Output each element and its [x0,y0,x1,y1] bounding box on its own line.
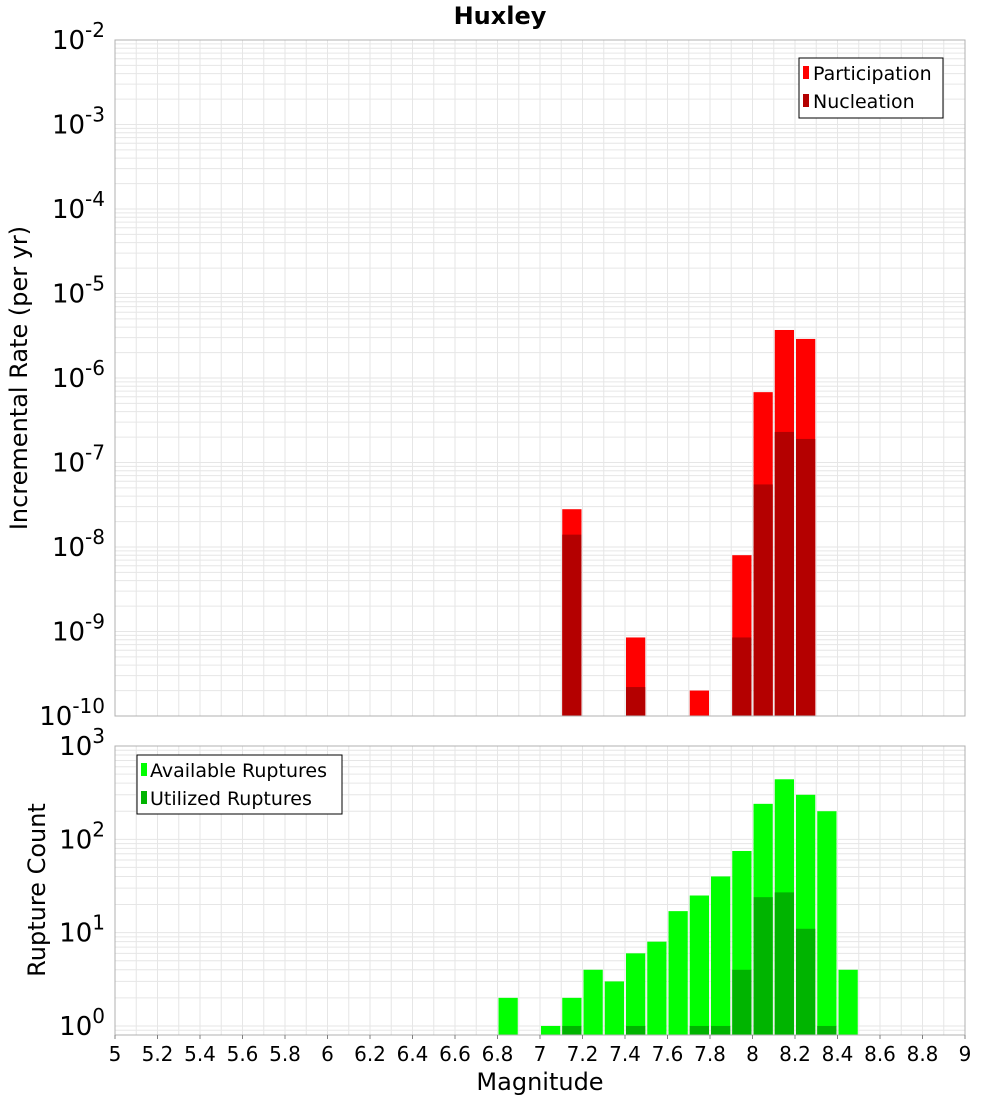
bottom-y-axis-title: Rupture Count [23,803,51,977]
x-tick-label: 5.4 [184,1042,216,1066]
y-tick-label: 10-10 [39,694,105,732]
y-tick-label: 10-6 [52,356,105,394]
top-y-ticks: 10-2 10-3 10-4 10-5 10-6 10-7 10-8 10-9 10-10 [39,18,105,732]
top-legend-box [798,57,944,119]
utilized-ruptures-bar [562,1025,582,1035]
x-tick-label: 5.8 [269,1042,301,1066]
x-tick-label: 8.2 [779,1042,811,1066]
utilized-ruptures-bar [711,1025,731,1035]
x-tick-label: 7.4 [609,1042,641,1066]
available-ruptures-bar [604,981,624,1035]
bottom-bars [498,779,858,1035]
top-legend: Participation Nucleation [798,57,944,119]
y-tick-label: 10-5 [52,272,105,310]
utilized-ruptures-bar [626,1025,646,1035]
x-tick-label: 7 [534,1042,547,1066]
available-ruptures-bar [668,911,688,1035]
legend-label-utilized: Utilized Ruptures [150,788,312,810]
y-tick-label: 10-2 [52,18,105,56]
bottom-legend: Available Ruptures Utilized Ruptures [136,754,343,815]
nucleation-bar [732,637,752,716]
bottom-plot: 103 102 101 100 Rupture Count Available Rup… [23,724,966,1042]
available-ruptures-bar [711,876,731,1035]
x-tick-label: 7.8 [694,1042,726,1066]
y-tick-label: 100 [59,1004,105,1042]
bottom-y-ticks: 103 102 101 100 [59,724,105,1042]
legend-swatch-available [141,763,147,776]
y-tick-label: 10-7 [52,441,105,479]
available-ruptures-bar [647,941,667,1035]
y-tick-label: 10-4 [52,187,105,225]
x-tick-label: 6.8 [482,1042,514,1066]
legend-label-nucleation: Nucleation [813,91,915,113]
x-tick-label: 9 [959,1042,972,1066]
x-tick-label: 6.4 [397,1042,429,1066]
nucleation-bar [796,438,816,716]
legend-swatch-participation [803,66,809,79]
x-tick-label: 5.6 [227,1042,259,1066]
top-plot: 10-2 10-3 10-4 10-5 10-6 10-7 10-8 10-9 10-10 In… [5,18,966,732]
available-ruptures-bar [583,969,603,1035]
chart-title: Huxley [454,2,547,30]
x-tick-label: 8 [746,1042,759,1066]
x-tick-label: 7.6 [652,1042,684,1066]
nucleation-bar [562,534,582,716]
x-tick-label: 5.2 [142,1042,174,1066]
utilized-ruptures-bar [732,969,752,1035]
y-tick-label: 103 [59,724,105,762]
nucleation-bar [774,431,794,716]
bottom-legend-box [136,754,343,815]
x-axis-title: Magnitude [476,1068,603,1096]
x-tick-label: 6 [321,1042,334,1066]
y-tick-label: 101 [59,911,105,949]
y-tick-label: 10-8 [52,525,105,563]
y-tick-label: 10-3 [52,103,105,141]
legend-label-participation: Participation [813,63,932,85]
legend-swatch-nucleation [803,94,809,107]
x-tick-label: 8.8 [907,1042,939,1066]
available-ruptures-bar [626,953,646,1035]
available-ruptures-bar [689,895,709,1035]
x-tick-label: 8.4 [822,1042,854,1066]
nucleation-bar [753,484,773,716]
top-grid [115,40,965,717]
utilized-ruptures-bar [817,1025,837,1035]
available-ruptures-bar [838,969,858,1035]
available-ruptures-bar [562,997,582,1035]
legend-swatch-utilized [141,791,147,804]
utilized-ruptures-bar [753,897,773,1035]
x-tick-label: 7.2 [567,1042,599,1066]
top-y-axis-title: Incremental Rate (per yr) [5,226,33,530]
nucleation-bar [626,687,646,716]
utilized-ruptures-bar [774,892,794,1035]
available-ruptures-bar [817,811,837,1035]
y-tick-label: 102 [59,817,105,855]
x-tick-label: 5 [109,1042,122,1066]
legend-label-available: Available Ruptures [150,760,327,782]
participation-bar [689,690,709,716]
x-tick-label: 6.2 [354,1042,386,1066]
available-ruptures-bar [498,997,518,1035]
available-ruptures-bar [541,1025,561,1035]
top-bars [562,329,816,716]
y-tick-label: 10-9 [52,610,105,648]
x-tick-label: 6.6 [439,1042,471,1066]
utilized-ruptures-bar [796,928,816,1035]
x-axis-ticks: 5 5.2 5.4 5.6 5.8 6 6.2 6.4 6.6 6.8 7 7.2 7.4 7.6 7.8 8… [109,1035,972,1066]
x-tick-label: 8.6 [864,1042,896,1066]
utilized-ruptures-bar [689,1025,709,1035]
top-plot-frame [114,39,966,717]
